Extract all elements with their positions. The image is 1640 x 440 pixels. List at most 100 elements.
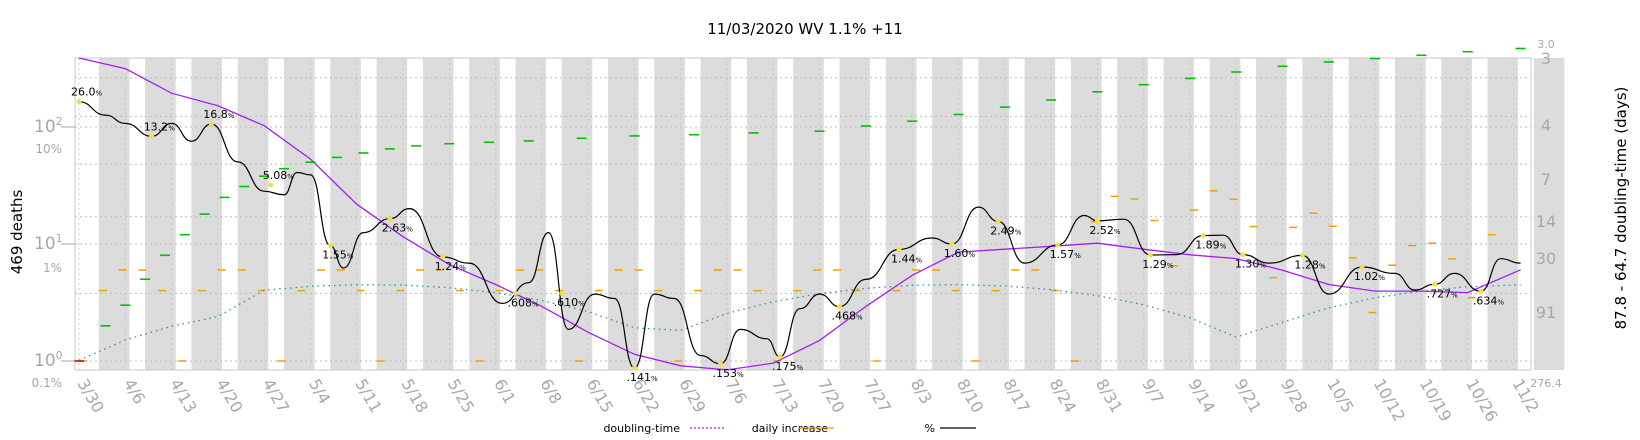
cumulative-deaths-series — [74, 47, 1526, 362]
x-tick-label: 9/14 — [1185, 376, 1219, 417]
right-tick-label: 276.4 — [1530, 377, 1562, 390]
week-band — [284, 58, 315, 370]
annotation-dot — [1147, 252, 1153, 258]
x-axis: 3/30 4/6 4/13 4/20 4/27 5/4 5/11 5/18 5/25 6/1 6/8… — [74, 376, 1543, 425]
week-bands — [74, 57, 1565, 371]
week-band — [561, 58, 593, 370]
annotation-label: 1.29% — [1142, 258, 1174, 271]
week-band — [1209, 58, 1241, 370]
annotation-dot — [1240, 252, 1246, 258]
x-tick-label: 5/18 — [398, 376, 432, 417]
week-band — [1348, 58, 1380, 370]
chart-title: 11/03/2020 WV 1.1% +11 — [707, 20, 903, 38]
x-tick-label: 4/6 — [120, 376, 149, 408]
trend-dotted-line — [78, 283, 1521, 361]
annotation-dot — [440, 254, 446, 260]
annotation-dot — [1094, 218, 1100, 224]
annotation-label: 1.89% — [1195, 239, 1227, 252]
x-tick-label: 4/20 — [212, 376, 246, 417]
x-tick-label: 7/6 — [722, 376, 751, 408]
x-tick-label: 8/31 — [1092, 376, 1126, 417]
annotation-label: .634% — [1473, 294, 1505, 307]
left-tick-label: 101 — [34, 232, 63, 254]
percent-annotations: 26.0% 13.2% 16.8% 5.08% 1.55% 2.63% 1.24% .608%… — [71, 86, 1504, 384]
right-axis: 3.03 4 7 14 30 91 276.4 — [1530, 38, 1562, 390]
x-tick-label: 7/27 — [860, 376, 894, 417]
week-band — [237, 58, 269, 370]
annotation-dot — [1200, 233, 1206, 238]
x-tick-label: 3/30 — [74, 376, 108, 417]
left-tick-label: 102 — [34, 115, 63, 137]
annotation-label: 1.30% — [1235, 258, 1267, 271]
x-tick-label: 7/13 — [768, 376, 802, 417]
percent-line — [78, 101, 1521, 369]
legend: doubling-time daily increase% — [603, 422, 976, 435]
annotation-dot — [1432, 281, 1438, 287]
x-tick-label: 4/27 — [259, 376, 293, 417]
annotation-dot — [387, 216, 393, 222]
annotation-dot — [327, 243, 333, 249]
right-tick-label: 91 — [1536, 303, 1556, 322]
week-band — [330, 58, 361, 370]
x-tick-label: 10/19 — [1416, 376, 1456, 425]
annotation-dot — [949, 241, 955, 247]
x-tick-label: 5/25 — [444, 376, 478, 417]
right-tick-label: 4 — [1541, 116, 1551, 135]
plot-frame — [74, 57, 1532, 371]
annotation-dot — [837, 304, 842, 310]
week-band — [793, 58, 824, 370]
x-tick-label: 9/21 — [1231, 376, 1265, 417]
left-axis-label: 469 deaths — [8, 190, 26, 275]
annotation-label: 2.49% — [990, 224, 1022, 237]
x-tick-label: 9/7 — [1138, 376, 1167, 408]
x-tick-label: 6/8 — [536, 376, 565, 408]
left-pct-label: 0.1% — [32, 376, 63, 390]
week-band — [978, 58, 1009, 370]
annotation-dot — [896, 246, 902, 252]
left-pct-label: 10% — [35, 142, 62, 156]
x-tick-label: 4/13 — [166, 376, 200, 417]
grid-lines — [75, 58, 1531, 370]
annotation-dot — [995, 218, 1001, 224]
legend-label: doubling-time — [603, 422, 680, 435]
week-band — [885, 58, 917, 370]
week-band — [1117, 58, 1148, 370]
annotation-label: .727% — [1427, 287, 1459, 300]
week-band — [746, 58, 778, 370]
x-tick-label: 8/10 — [953, 376, 987, 417]
week-band — [1302, 58, 1333, 370]
annotation-dot — [718, 361, 723, 367]
week-band — [1395, 58, 1426, 370]
annotation-dot — [208, 121, 214, 127]
right-tick-label: 3.0 — [1537, 38, 1555, 51]
annotation-dot — [1299, 252, 1305, 258]
week-band — [469, 58, 500, 370]
x-tick-label: 6/22 — [629, 376, 663, 417]
right-tick-label: 14 — [1536, 212, 1556, 231]
doubling-time-line — [78, 57, 1521, 371]
week-band — [839, 58, 871, 370]
annotation-dot — [777, 354, 783, 360]
x-tick-label: 5/4 — [305, 376, 334, 408]
annotation-label: 1.55% — [322, 249, 354, 262]
week-band — [145, 58, 176, 370]
x-tick-label: 6/1 — [490, 376, 519, 408]
annotation-dot — [76, 99, 82, 105]
right-tick-label: 30 — [1536, 249, 1556, 268]
annotation-label: 1.24% — [435, 260, 467, 273]
right-tick-label: 7 — [1541, 170, 1551, 189]
annotation-dot — [268, 182, 274, 188]
annotation-dot — [1055, 242, 1061, 248]
annotation-dot — [513, 290, 518, 296]
doubling-time-series — [78, 57, 1521, 371]
week-band — [608, 58, 639, 370]
x-tick-label: 5/11 — [351, 376, 385, 417]
annotation-label: .608% — [508, 296, 540, 309]
annotation-label: 1.44% — [891, 252, 923, 265]
week-band — [1024, 58, 1056, 370]
annotation-label: 5.08% — [263, 169, 295, 182]
x-tick-label: 8/3 — [907, 376, 936, 408]
x-tick-label: 10/5 — [1323, 376, 1357, 417]
left-pct-label: 1% — [43, 261, 62, 275]
trend-dotted-series — [78, 283, 1521, 361]
